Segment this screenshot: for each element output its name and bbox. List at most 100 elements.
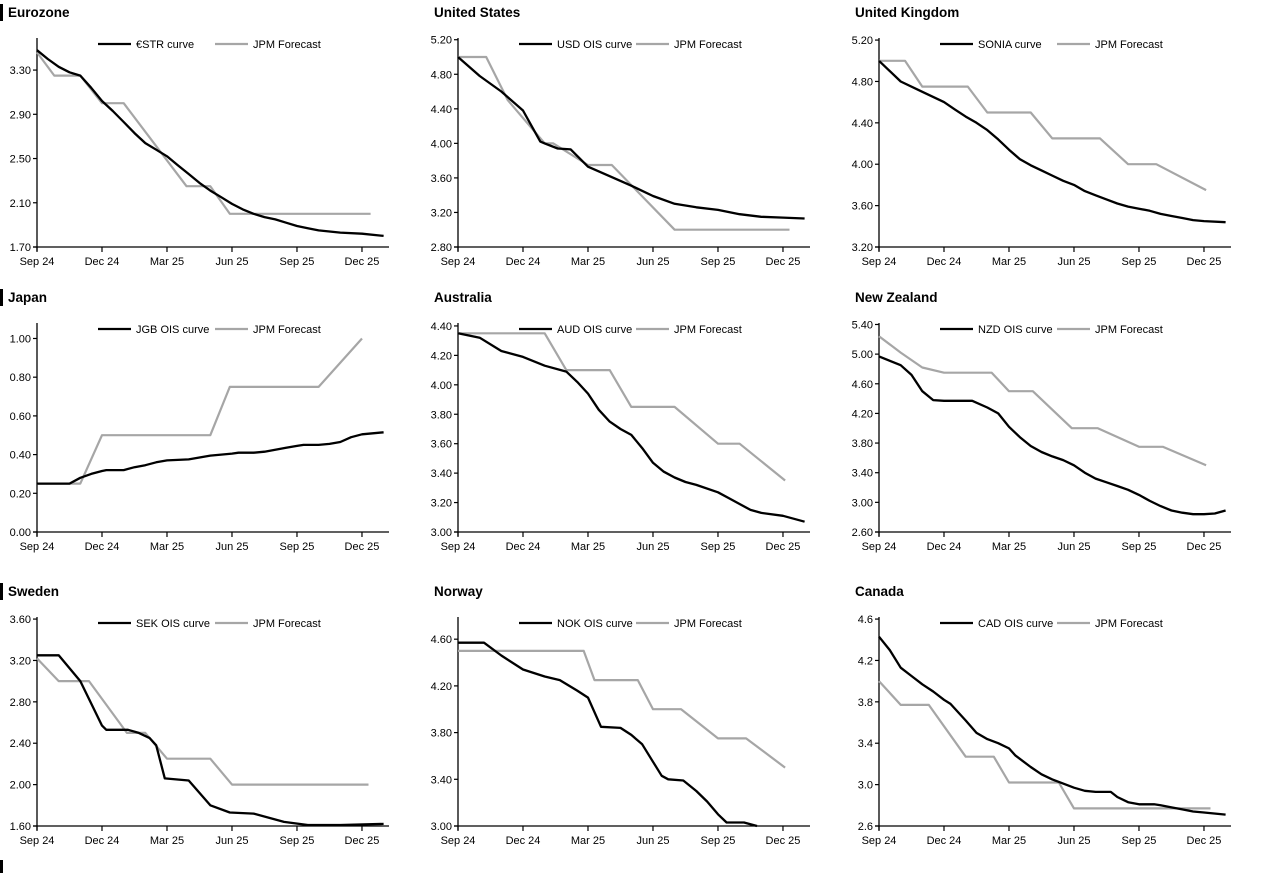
- chart-canvas-australia: 3.00 3.20 3.40 3.60 3.80 4.00 4.20 4.40 Sep 24 De…: [431, 321, 810, 553]
- y-tick-label: 2.00: [10, 780, 31, 792]
- y-tick-label: 0.80: [10, 372, 31, 384]
- x-tick-label: Dec 25: [1187, 256, 1222, 268]
- chart-title-row: Australia: [421, 285, 842, 307]
- forecast-series-line: [458, 55, 790, 231]
- legend-label: SEK OIS curve: [136, 618, 210, 630]
- y-tick-label: 3.4: [858, 738, 873, 750]
- y-tick-label: 3.00: [431, 527, 452, 539]
- forecast-series-line: [458, 332, 786, 482]
- y-tick-label: 4.80: [431, 69, 452, 81]
- chart-title: Australia: [434, 290, 492, 305]
- chart-canvas-japan: 0.00 0.20 0.40 0.60 0.80 1.00 Sep 24 Dec 24 Mar …: [10, 323, 389, 553]
- x-tick-label: Mar 25: [571, 835, 605, 847]
- main-series-line: [878, 59, 1226, 224]
- x-tick-label: Sep 25: [280, 256, 315, 268]
- y-tick-label: 1.00: [10, 333, 31, 345]
- y-tick-label: 4.60: [852, 379, 873, 391]
- chart-canvas-norway: 3.00 3.40 3.80 4.20 4.60 Sep 24 Dec 24 Mar 25 Ju…: [431, 617, 810, 847]
- y-tick-label: 4.00: [431, 380, 452, 392]
- x-tick-label: Jun 25: [636, 541, 669, 553]
- x-tick-label: Jun 25: [215, 835, 248, 847]
- x-tick-label: Dec 25: [766, 835, 801, 847]
- chart-title: Norway: [434, 584, 483, 599]
- x-tick-label: Sep 24: [862, 541, 897, 553]
- chart-canvas-united-kingdom: 3.20 3.60 4.00 4.40 4.80 5.20 Sep 24 Dec 24 Mar …: [852, 35, 1231, 268]
- x-tick-label: Sep 25: [1122, 541, 1157, 553]
- y-tick-label: 5.00: [852, 349, 873, 361]
- y-tick-label: 2.60: [852, 527, 873, 539]
- legend-label: AUD OIS curve: [557, 324, 632, 336]
- chart-title-row: Canada: [842, 579, 1264, 601]
- x-tick-label: Sep 24: [441, 256, 476, 268]
- forecast-series-line: [36, 51, 371, 215]
- x-tick-label: Jun 25: [215, 256, 248, 268]
- y-tick-label: 3.60: [431, 439, 452, 451]
- chart-title-row: New Zealand: [842, 285, 1264, 307]
- y-tick-label: 4.40: [431, 321, 452, 333]
- x-tick-label: Dec 25: [345, 256, 380, 268]
- x-tick-label: Dec 24: [927, 541, 962, 553]
- y-tick-label: 4.00: [852, 159, 873, 171]
- x-tick-label: Mar 25: [992, 256, 1026, 268]
- x-tick-label: Jun 25: [636, 256, 669, 268]
- chart-panel-eurozone: Eurozone 1.70 2.10 2.50 2.90 3.30 Sep 24 Dec 24…: [0, 0, 421, 285]
- y-tick-label: 3.40: [431, 468, 452, 480]
- y-tick-label: 2.50: [10, 154, 31, 166]
- legend-label: JPM Forecast: [674, 618, 742, 630]
- y-tick-label: 4.80: [852, 76, 873, 88]
- y-tick-label: 4.60: [431, 634, 452, 646]
- main-series-line: [878, 355, 1226, 516]
- y-tick-label: 3.40: [852, 468, 873, 480]
- x-tick-label: Dec 24: [927, 256, 962, 268]
- x-tick-label: Dec 25: [766, 541, 801, 553]
- x-tick-label: Dec 24: [506, 541, 541, 553]
- x-tick-label: Sep 25: [280, 541, 315, 553]
- legend-label: JPM Forecast: [1095, 324, 1163, 336]
- y-tick-label: 3.80: [852, 438, 873, 450]
- section-bar-partial: [0, 860, 3, 873]
- section-bar: [0, 289, 3, 306]
- legend-label: JPM Forecast: [674, 39, 742, 51]
- main-series-line: [37, 431, 384, 485]
- chart-title-row: Japan: [0, 285, 421, 307]
- x-tick-label: Sep 24: [862, 835, 897, 847]
- y-tick-label: 3.20: [852, 242, 873, 254]
- chart-canvas-united-states: 2.80 3.20 3.60 4.00 4.40 4.80 5.20 Sep 24 Dec 24…: [431, 35, 810, 268]
- x-tick-label: Sep 24: [20, 835, 55, 847]
- chart-title: Japan: [8, 290, 48, 305]
- x-tick-label: Sep 24: [441, 541, 476, 553]
- x-tick-label: Dec 25: [345, 835, 380, 847]
- y-tick-label: 3.60: [431, 173, 452, 185]
- chart-title: Sweden: [8, 584, 60, 599]
- y-tick-label: 4.2: [858, 655, 873, 667]
- main-series-line: [36, 49, 384, 238]
- x-tick-label: Sep 25: [1122, 835, 1157, 847]
- chart-title-row: United Kingdom: [842, 0, 1264, 22]
- y-tick-label: 3.80: [431, 409, 452, 421]
- legend-label: NOK OIS curve: [557, 618, 633, 630]
- x-tick-label: Dec 24: [927, 835, 962, 847]
- y-tick-label: 4.00: [431, 138, 452, 150]
- y-tick-label: 5.20: [431, 35, 452, 47]
- x-tick-label: Dec 25: [1187, 835, 1222, 847]
- x-tick-label: Mar 25: [150, 256, 184, 268]
- section-bar: [0, 583, 3, 600]
- legend-label: USD OIS curve: [557, 39, 632, 51]
- y-tick-label: 2.40: [10, 738, 31, 750]
- chart-title: Canada: [855, 584, 904, 599]
- legend-label: JPM Forecast: [253, 618, 321, 630]
- y-tick-label: 4.6: [858, 614, 873, 626]
- main-series-line: [878, 635, 1226, 816]
- y-tick-label: 5.20: [852, 35, 873, 47]
- x-tick-label: Mar 25: [571, 541, 605, 553]
- chart-panel-australia: Australia 3.00 3.20 3.40 3.60 3.80 4.00 4.20 4.4…: [421, 285, 842, 579]
- x-tick-label: Jun 25: [1057, 256, 1090, 268]
- y-tick-label: 3.00: [852, 497, 873, 509]
- forecast-series-line: [879, 59, 1207, 192]
- x-tick-label: Jun 25: [1057, 835, 1090, 847]
- y-tick-label: 1.70: [10, 242, 31, 254]
- chart-canvas-new-zealand: 2.60 3.00 3.40 3.80 4.20 4.60 5.00 5.40 Sep 24 De…: [852, 319, 1231, 553]
- y-tick-label: 2.80: [431, 242, 452, 254]
- y-tick-label: 3.30: [10, 65, 31, 77]
- y-tick-label: 0.00: [10, 527, 31, 539]
